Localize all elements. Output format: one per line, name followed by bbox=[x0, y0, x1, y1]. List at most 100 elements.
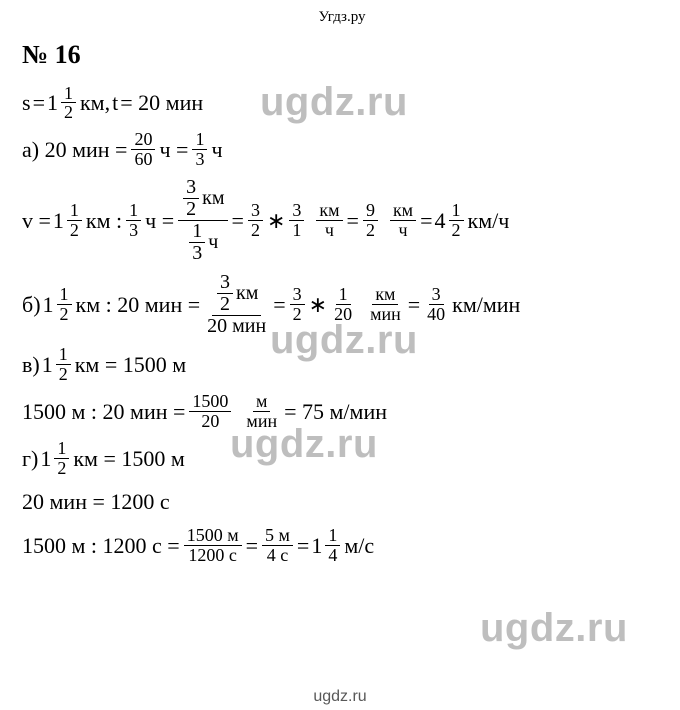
fraction: 1500 м 1200 с bbox=[184, 526, 242, 565]
page-header: Угдз.ру bbox=[22, 6, 662, 29]
fraction: 1 2 bbox=[56, 345, 71, 384]
denominator: 2 bbox=[363, 221, 378, 240]
txt: км : 20 мин = bbox=[76, 288, 201, 321]
numerator: 1500 bbox=[189, 392, 231, 412]
txt: м/с bbox=[344, 529, 374, 562]
numerator: 1 bbox=[54, 439, 69, 459]
denominator: мин bbox=[243, 412, 280, 431]
fraction: 1 2 bbox=[449, 201, 464, 240]
var-s: s bbox=[22, 86, 31, 119]
denominator: 40 bbox=[424, 305, 448, 324]
txt: = bbox=[408, 288, 420, 321]
txt: = bbox=[232, 204, 244, 237]
part-a-line1: а) 20 мин = 20 60 ч = 1 3 ч bbox=[22, 130, 662, 169]
denominator: 4 с bbox=[264, 546, 292, 565]
txt: ч = bbox=[145, 204, 174, 237]
inner-fraction: 3 2 bbox=[217, 272, 233, 315]
label-g: г) bbox=[22, 442, 38, 475]
label-a: а) 20 мин = bbox=[22, 133, 127, 166]
unit-fraction: км ч bbox=[390, 201, 416, 240]
numerator: 1 bbox=[61, 84, 76, 104]
txt: 20 мин = 1200 с bbox=[22, 485, 170, 518]
txt: ч bbox=[211, 133, 222, 166]
label-b: б) bbox=[22, 288, 41, 321]
txt: 1500 м : 1200 с = bbox=[22, 529, 180, 562]
mixed-fraction: 4 1 2 bbox=[435, 201, 466, 240]
denominator: 4 bbox=[325, 546, 340, 565]
fraction: 1 2 bbox=[57, 285, 72, 324]
denominator: 1 bbox=[289, 221, 304, 240]
denominator: ч bbox=[322, 221, 337, 240]
numerator: 3 2 км bbox=[212, 272, 261, 316]
mixed-fraction: 1 1 2 bbox=[53, 201, 84, 240]
fraction: 1 3 bbox=[126, 201, 141, 240]
numerator: км bbox=[390, 201, 416, 221]
fraction: 1 2 bbox=[54, 439, 69, 478]
numerator: 3 bbox=[429, 285, 444, 305]
inner-fraction: 3 2 bbox=[183, 177, 199, 220]
numerator: 1 bbox=[336, 285, 351, 305]
whole: 1 bbox=[43, 288, 54, 321]
fraction: 1 4 bbox=[325, 526, 340, 565]
numerator: 1 bbox=[449, 201, 464, 221]
txt: км : bbox=[86, 204, 122, 237]
denominator: 2 bbox=[61, 103, 76, 122]
denominator: 2 bbox=[57, 305, 72, 324]
txt: = bbox=[420, 204, 432, 237]
numerator: м bbox=[253, 392, 270, 412]
txt: = bbox=[246, 529, 258, 562]
denominator: 20 bbox=[331, 305, 355, 324]
txt: км = 1500 м bbox=[73, 442, 184, 475]
numerator: 9 bbox=[363, 201, 378, 221]
numerator: 3 bbox=[183, 177, 199, 199]
whole: 1 bbox=[40, 442, 51, 475]
denominator: 60 bbox=[131, 150, 155, 169]
numerator: 3 bbox=[290, 285, 305, 305]
denominator: 20 мин bbox=[204, 316, 269, 337]
numerator: 1 bbox=[56, 345, 71, 365]
txt: = bbox=[347, 204, 359, 237]
numerator: 1 bbox=[189, 221, 205, 243]
unit-fraction: км ч bbox=[316, 201, 342, 240]
numerator: 1 bbox=[67, 201, 82, 221]
fraction: 20 60 bbox=[131, 130, 155, 169]
compound-fraction: 3 2 км 20 мин bbox=[204, 272, 269, 337]
denominator: мин bbox=[367, 305, 404, 324]
whole: 4 bbox=[435, 204, 446, 237]
fraction: 1 2 bbox=[61, 84, 76, 123]
denominator: 2 bbox=[248, 221, 263, 240]
denominator: 2 bbox=[290, 305, 305, 324]
txt: = 20 мин bbox=[120, 86, 203, 119]
unit: км bbox=[202, 188, 224, 209]
whole: 1 bbox=[42, 348, 53, 381]
denominator: 3 bbox=[126, 221, 141, 240]
numerator: 1500 м bbox=[184, 526, 242, 546]
inner-fraction: 1 3 bbox=[189, 221, 205, 264]
numerator: км bbox=[316, 201, 342, 221]
denominator: 1200 с bbox=[185, 546, 240, 565]
numerator: 1 bbox=[126, 201, 141, 221]
numerator: 1 bbox=[57, 285, 72, 305]
label-v: в) bbox=[22, 348, 40, 381]
mixed-fraction: 1 1 4 bbox=[311, 526, 342, 565]
numerator: 1 bbox=[192, 130, 207, 150]
mixed-fraction: 1 1 2 bbox=[40, 439, 71, 478]
mixed-fraction: 1 1 2 bbox=[43, 285, 74, 324]
numerator: 3 bbox=[248, 201, 263, 221]
denominator: 2 bbox=[67, 221, 82, 240]
footer-watermark: ugdz.ru bbox=[0, 688, 680, 706]
unit: ч bbox=[208, 232, 218, 253]
txt: км = 1500 м bbox=[75, 348, 186, 381]
denominator: 2 bbox=[183, 199, 199, 220]
whole: 1 bbox=[53, 204, 64, 237]
denominator: 20 bbox=[198, 412, 222, 431]
numerator: 1 bbox=[325, 526, 340, 546]
numerator: км bbox=[372, 285, 398, 305]
denominator: 2 bbox=[56, 365, 71, 384]
given-line: s = 1 1 2 км, t = 20 мин bbox=[22, 84, 662, 123]
numerator: 20 bbox=[131, 130, 155, 150]
mixed-fraction: 1 1 2 bbox=[42, 345, 73, 384]
unit-fraction: м мин bbox=[243, 392, 280, 431]
denominator: 2 bbox=[217, 294, 233, 315]
txt: ч = bbox=[159, 133, 188, 166]
